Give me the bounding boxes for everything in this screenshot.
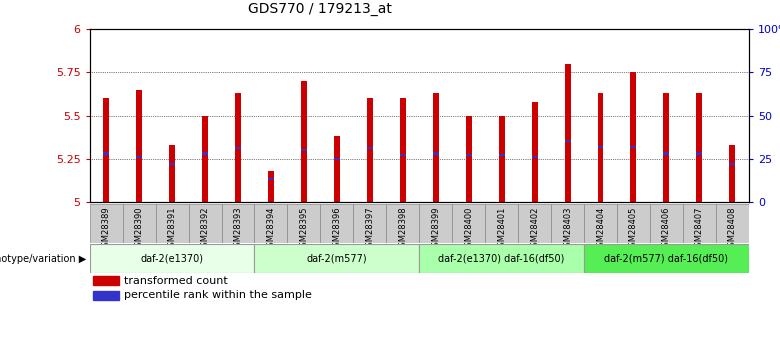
Bar [321, 204, 353, 243]
Bar [683, 204, 716, 243]
Bar [136, 90, 142, 202]
Text: GSM28399: GSM28399 [431, 207, 440, 252]
Bar [334, 158, 340, 160]
Bar [235, 93, 241, 202]
Text: GSM28390: GSM28390 [135, 207, 144, 252]
Text: GSM28408: GSM28408 [728, 207, 737, 252]
Text: GSM28403: GSM28403 [563, 207, 572, 252]
Bar [452, 204, 485, 243]
Bar [367, 147, 373, 149]
Bar [650, 204, 683, 243]
Bar [532, 102, 537, 202]
Text: genotype/variation ▶: genotype/variation ▶ [0, 254, 86, 264]
Bar [630, 146, 636, 148]
Bar [466, 154, 472, 156]
Bar [498, 116, 505, 202]
Bar [400, 98, 406, 202]
Bar [729, 163, 736, 165]
Bar [386, 204, 420, 243]
Bar [301, 149, 307, 151]
Bar [103, 98, 109, 202]
Bar [334, 136, 340, 202]
Bar [136, 156, 142, 158]
Bar [551, 204, 584, 243]
Bar [433, 152, 438, 155]
Text: GSM28400: GSM28400 [464, 207, 473, 252]
Text: GSM28393: GSM28393 [233, 207, 243, 252]
Text: GSM28396: GSM28396 [332, 207, 342, 252]
Text: daf-2(m577) daf-16(df50): daf-2(m577) daf-16(df50) [604, 254, 729, 264]
Bar [222, 204, 254, 243]
Text: GSM28392: GSM28392 [200, 207, 210, 252]
Bar [103, 152, 109, 155]
Bar [156, 204, 189, 243]
Bar [466, 116, 472, 202]
Bar [93, 291, 119, 299]
Bar [202, 152, 208, 155]
Bar [485, 204, 518, 243]
Text: GSM28389: GSM28389 [101, 207, 111, 252]
Text: transformed count: transformed count [124, 276, 228, 286]
Text: GSM28398: GSM28398 [399, 207, 407, 252]
Bar [169, 145, 175, 202]
Bar [697, 93, 702, 202]
Text: daf-2(e1370) daf-16(df50): daf-2(e1370) daf-16(df50) [438, 254, 565, 264]
Bar [301, 81, 307, 202]
Bar [630, 72, 636, 202]
Bar [254, 204, 287, 243]
Bar [93, 276, 119, 285]
Bar [235, 147, 241, 149]
Bar [697, 152, 702, 155]
Bar [420, 204, 452, 243]
Bar [597, 93, 604, 202]
Text: GSM28391: GSM28391 [168, 207, 176, 252]
Bar [498, 154, 505, 156]
Bar [367, 98, 373, 202]
Bar [433, 93, 438, 202]
Text: GSM28407: GSM28407 [695, 207, 704, 252]
Text: GSM28402: GSM28402 [530, 207, 539, 252]
Bar [268, 171, 274, 202]
Bar [287, 204, 321, 243]
Bar [617, 204, 650, 243]
Bar [518, 204, 551, 243]
Bar [597, 146, 604, 148]
Text: GSM28405: GSM28405 [629, 207, 638, 252]
Text: daf-2(e1370): daf-2(e1370) [140, 254, 204, 264]
Bar [565, 64, 570, 202]
Text: GSM28404: GSM28404 [596, 207, 605, 252]
Text: GSM28395: GSM28395 [300, 207, 308, 252]
Bar [664, 93, 669, 202]
Bar [532, 156, 537, 158]
Bar [729, 145, 736, 202]
Bar [584, 244, 749, 273]
Text: daf-2(m577): daf-2(m577) [307, 254, 367, 264]
Bar [664, 152, 669, 155]
Bar [90, 204, 122, 243]
Text: GSM28394: GSM28394 [267, 207, 275, 252]
Bar [202, 116, 208, 202]
Bar [716, 204, 749, 243]
Bar [189, 204, 222, 243]
Bar [268, 178, 274, 180]
Bar [122, 204, 156, 243]
Text: percentile rank within the sample: percentile rank within the sample [124, 290, 312, 300]
Text: GSM28406: GSM28406 [662, 207, 671, 252]
Bar [169, 163, 175, 165]
Text: GSM28397: GSM28397 [365, 207, 374, 252]
Text: GDS770 / 179213_at: GDS770 / 179213_at [249, 1, 392, 16]
Bar [584, 204, 617, 243]
Bar [254, 244, 420, 273]
Bar [90, 244, 254, 273]
Text: GSM28401: GSM28401 [497, 207, 506, 252]
Bar [400, 154, 406, 156]
Bar [353, 204, 386, 243]
Bar [420, 244, 584, 273]
Bar [565, 140, 570, 142]
